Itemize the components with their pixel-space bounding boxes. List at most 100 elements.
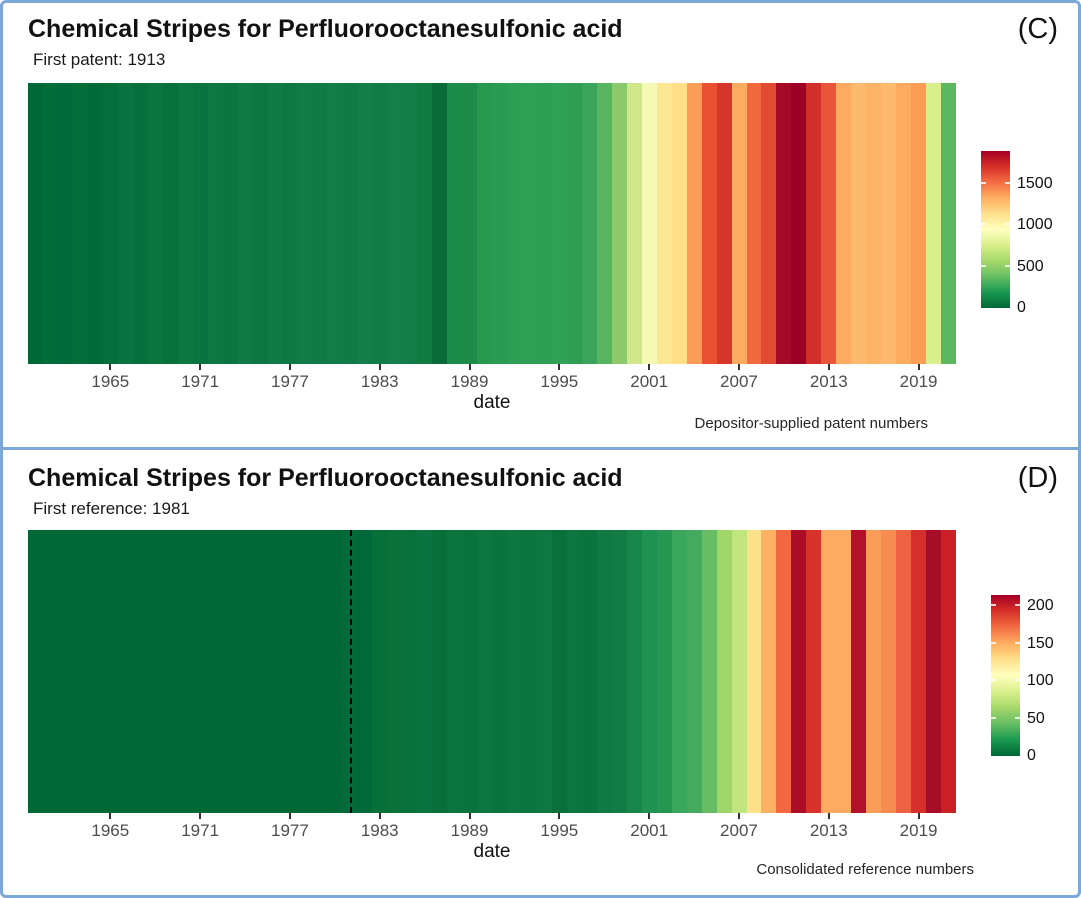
stripe-2002	[656, 530, 672, 813]
stripe-1995	[551, 530, 567, 813]
x-tick-label: 1983	[360, 821, 399, 840]
stripe-1993	[521, 530, 537, 813]
stripe-1983	[372, 83, 388, 364]
stripe-2000	[626, 530, 642, 813]
colorbar-tick-mark	[1015, 716, 1020, 719]
stripe-2013	[821, 530, 837, 813]
stripe-1999	[611, 530, 627, 813]
stripe-1990	[477, 530, 493, 813]
x-tick-mark	[378, 364, 381, 370]
stripe-1992	[507, 83, 522, 364]
stripe-2018	[896, 530, 912, 813]
colorbar-tick-mark	[1005, 223, 1010, 226]
caption: Consolidated reference numbers	[756, 861, 974, 878]
x-tick-label: 1995	[540, 372, 579, 391]
stripe-2010	[776, 530, 792, 813]
stripe-1995	[551, 83, 567, 364]
stripe-1986	[417, 530, 433, 813]
stripe-1976	[267, 83, 283, 364]
panel-letter-label: (D)	[1017, 462, 1058, 494]
colorbar-gradient	[991, 595, 1020, 756]
stripe-1985	[402, 530, 418, 813]
stripe-1975	[252, 83, 268, 364]
stripe-1963	[72, 530, 88, 813]
x-tick-mark	[917, 364, 920, 370]
x-tick-label: 1965	[91, 821, 130, 840]
stripes	[28, 83, 957, 364]
stripe-2001	[641, 83, 657, 364]
stripe-1989	[462, 530, 478, 813]
stripe-1988	[447, 83, 463, 364]
x-tick-mark	[109, 813, 112, 819]
stripe-2005	[701, 83, 717, 364]
stripe-2018	[896, 83, 912, 364]
x-tick-mark	[288, 813, 291, 819]
x-tick-label: 1977	[271, 821, 309, 840]
colorbar-labels: 0 500 1000 1500	[1017, 151, 1077, 316]
colorbar-tick-mark	[981, 182, 986, 185]
stripe-1981	[342, 83, 358, 364]
stripe-2003	[671, 530, 687, 813]
x-tick-label: 2019	[899, 372, 938, 391]
stripe-1971	[192, 83, 208, 364]
stripe-1982	[357, 83, 373, 364]
x-tick-mark	[648, 813, 651, 819]
colorbar-tick-mark	[1015, 604, 1020, 607]
colorbar-tick-label: 100	[1027, 672, 1054, 690]
stripe-1987	[432, 83, 448, 364]
stripe-1986	[417, 83, 433, 364]
stripe-2003	[671, 83, 687, 364]
stripe-2017	[881, 83, 897, 364]
stripe-2001	[641, 530, 657, 813]
x-tick-label: 2013	[809, 821, 848, 840]
stripe-1977	[282, 530, 298, 813]
x-tick-mark	[199, 813, 202, 819]
x-tick-mark	[558, 813, 561, 819]
stripe-1985	[402, 83, 418, 364]
x-tick-mark	[737, 813, 740, 819]
stripe-1980	[327, 530, 343, 813]
stripe-1966	[117, 530, 133, 813]
colorbar: 0 50 100 150 200	[991, 595, 1054, 764]
stripe-2000	[626, 83, 642, 364]
stripe-2008	[746, 83, 762, 364]
stripe-2014	[836, 83, 852, 364]
stripe-2006	[716, 83, 732, 364]
colorbar-tick-mark	[991, 716, 996, 719]
stripe-1973	[222, 530, 238, 813]
colorbar-labels: 0 50 100 150 200	[1027, 595, 1078, 764]
stripe-1991	[492, 83, 507, 364]
stripe-2020	[926, 530, 942, 813]
stripe-1971	[192, 530, 208, 813]
stripe-1973	[222, 83, 238, 364]
stripe-2013	[821, 83, 837, 364]
x-tick-mark	[109, 364, 112, 370]
x-tick-label: 2019	[899, 821, 938, 840]
stripe-2014	[836, 530, 852, 813]
x-tick-label: 2001	[630, 372, 669, 391]
stripe-2011	[791, 83, 807, 364]
colorbar-tick-label: 500	[1017, 257, 1044, 275]
x-tick-mark	[558, 364, 561, 370]
x-axis: 1965 1971 1977 1983 1989 1995 2001 2007 2013 2019	[28, 364, 956, 404]
stripe-1980	[327, 83, 343, 364]
stripe-2012	[806, 530, 822, 813]
panel-divider	[3, 447, 1078, 450]
x-tick-label: 1989	[450, 821, 489, 840]
stripe-1990	[477, 83, 493, 364]
stripe-2016	[866, 83, 882, 364]
stripe-1967	[132, 530, 148, 813]
stripe-1965	[102, 83, 118, 364]
stripe-1984	[387, 83, 403, 364]
stripe-1961	[42, 530, 58, 813]
colorbar-tick-mark	[981, 223, 986, 226]
colorbar-tick-mark	[981, 264, 986, 267]
x-tick-label: 1971	[181, 372, 220, 391]
x-axis-label: date	[473, 392, 511, 413]
stripe-1996	[566, 83, 582, 364]
stripe-1975	[252, 530, 268, 813]
stripe-2010	[776, 83, 792, 364]
panel-letter-label: (C)	[1017, 13, 1058, 45]
colorbar-tick-label: 0	[1017, 299, 1026, 316]
